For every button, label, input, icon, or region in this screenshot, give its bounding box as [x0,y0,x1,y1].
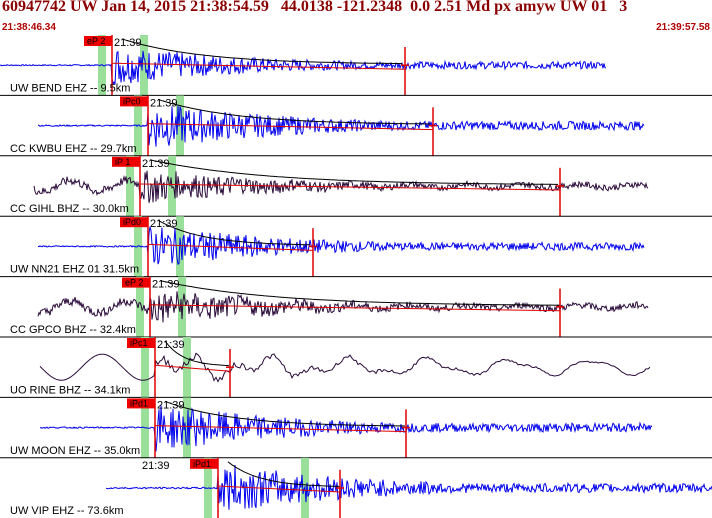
event-title: 60947742 UW Jan 14, 2015 21:38:54.59 44.… [2,0,628,15]
minute-label: 21:39 [142,158,170,170]
waveform-trace [33,170,649,203]
seismogram-plot: eP 2 21:39 UW BEND EHZ -- 9.5km iPc0 21:39 CC… [0,35,712,518]
p-window [141,337,149,398]
channel-label: UW MOON EHZ -- 35.0km [10,445,140,457]
pick-label: eP 2 [87,36,105,46]
minute-label: 21:39 [157,399,185,411]
channel-label: CC GIHL BHZ -- 30.0km [10,203,129,215]
pick-flag [84,36,112,46]
pick-flag [190,458,218,469]
waveform-trace [39,352,651,383]
coda-curve [121,38,403,65]
channel-label: UW VIP EHZ -- 73.6km [10,505,123,517]
amplitude-line [217,485,341,493]
channel-8: iPd1 21:39 UW VIP EHZ -- 73.6km [0,457,712,518]
minute-label: 21:39 [150,97,178,109]
pick-label: iPc0 [123,96,141,106]
pick-flag [120,217,148,228]
amplitude-line [154,425,407,433]
channel-label: UO RINE BHZ -- 34.1km [10,384,130,396]
minute-label: 21:39 [114,37,142,49]
channel-label: UW NN21 EHZ 01 31.5km [10,264,139,276]
coda-curve [149,159,558,185]
channel-5: eP 2 21:39 CC GPCO BHZ -- 32.4km [0,276,712,337]
pick-flag [127,338,155,348]
coda-curve [157,219,310,246]
minute-label: 21:39 [157,339,185,351]
end-time-label: 21:39:57.58 [656,22,710,33]
p-window [126,155,134,217]
channel-6: iPc1 21:39 UO RINE BHZ -- 34.1km [0,336,712,398]
waveform-trace [37,291,649,323]
amplitude-line [111,62,406,70]
coda-curve [159,280,560,306]
amplitude-line [149,304,561,312]
minute-label: 21:39 [150,218,178,230]
channel-2: iPc0 21:39 CC KWBU EHZ -- 29.7km [0,94,712,156]
start-time-label: 21:38:46.34 [2,22,56,33]
coda-curve [164,340,230,367]
pick-flag [127,398,155,409]
amplitude-line [154,364,231,372]
coda-curve [157,98,431,125]
channel-label: CC KWBU EHZ -- 29.7km [10,143,137,155]
waveform-trace [105,464,712,510]
waveform-trace [37,105,645,147]
channel-label: CC GPCO BHZ -- 32.4km [10,324,136,336]
minute-label: 21:39 [142,460,170,472]
pick-label: iPd1 [193,459,211,469]
waveform-trace [39,405,653,452]
s-window [183,337,191,398]
pick-label: iPc1 [130,338,148,348]
channel-label: UW BEND EHZ -- 9.5km [10,82,130,94]
minute-label: 21:39 [152,279,180,291]
channel-3: iP 1 21:39 CC GIHL BHZ -- 30.0km [0,155,712,217]
s-window [176,95,184,156]
pick-label: iPd0 [123,217,141,227]
amplitude-line [147,243,314,251]
waveform-trace [37,226,645,265]
s-window [178,276,186,337]
s-window [140,35,148,96]
amplitude-line [139,183,561,191]
pick-label: eP 2 [125,278,143,288]
pick-flag [122,277,150,288]
channel-1: eP 2 21:39 UW BEND EHZ -- 9.5km [0,35,607,96]
p-window [136,276,144,337]
amplitude-line [147,123,434,131]
coda-curve [227,461,341,487]
pick-flag [112,156,140,167]
waveform-trace [0,50,607,86]
pick-flag [120,96,148,107]
channel-7: iPd1 21:39 UW MOON EHZ -- 35.0km [0,396,712,458]
channel-4: iPd0 21:39 UW NN21 EHZ 01 31.5km [0,215,712,277]
coda-curve [164,400,406,427]
pick-label: iPd1 [130,398,148,408]
pick-label: iP 1 [115,157,130,167]
